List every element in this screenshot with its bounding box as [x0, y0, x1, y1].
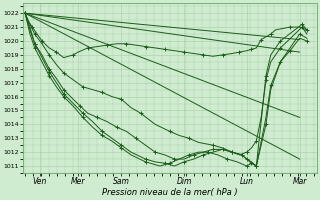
X-axis label: Pression niveau de la mer( hPa ): Pression niveau de la mer( hPa ): [102, 188, 237, 197]
